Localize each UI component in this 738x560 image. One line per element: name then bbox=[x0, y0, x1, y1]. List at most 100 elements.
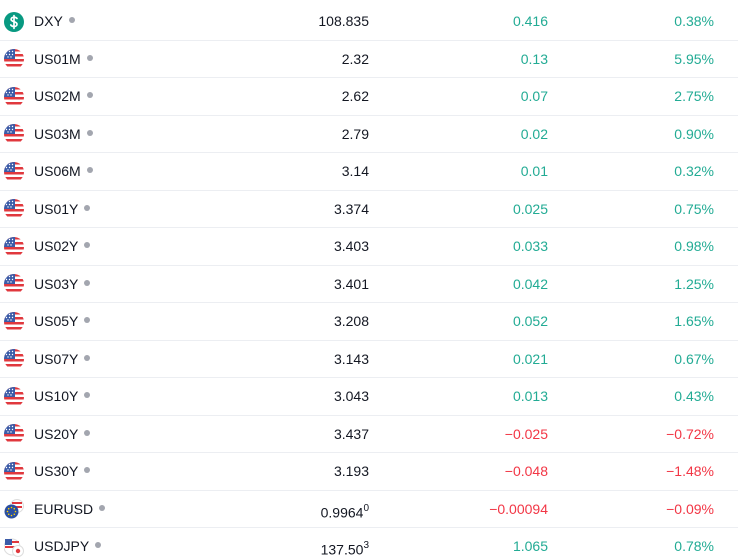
watchlist-row[interactable]: US03Y 3.401 0.042 1.25% bbox=[0, 266, 738, 304]
watchlist-row[interactable]: USDJPY 137.503 1.065 0.78% bbox=[0, 528, 738, 560]
last-price-fraction: 3 bbox=[363, 540, 369, 551]
status-dot bbox=[86, 92, 93, 99]
change: 0.021 bbox=[512, 350, 548, 367]
change: 0.02 bbox=[520, 125, 548, 142]
last-price: 3.14 bbox=[342, 153, 369, 191]
last-price: 3.401 bbox=[334, 266, 369, 304]
status-dot bbox=[84, 467, 91, 474]
status-dot bbox=[86, 54, 93, 61]
symbol: US03Y bbox=[34, 266, 91, 304]
watchlist-row[interactable]: EURUSD 0.99640 −0.00094 −0.09% bbox=[0, 491, 738, 529]
symbol-name: US05Y bbox=[34, 313, 79, 329]
symbol-icon bbox=[4, 49, 24, 70]
symbol: US20Y bbox=[34, 416, 91, 454]
status-dot bbox=[84, 429, 91, 436]
watchlist-row[interactable]: US20Y 3.437 −0.025 −0.72% bbox=[0, 416, 738, 454]
watchlist-row[interactable]: US06M 3.14 0.01 0.32% bbox=[0, 153, 738, 191]
symbol-icon bbox=[3, 537, 24, 557]
symbol-name: US30Y bbox=[34, 463, 79, 479]
symbol-name: US06M bbox=[34, 163, 81, 179]
change-percent: 0.32% bbox=[674, 163, 714, 179]
change: 0.01 bbox=[520, 163, 548, 179]
symbol-name: USDJPY bbox=[34, 538, 90, 554]
symbol-icon bbox=[4, 461, 24, 482]
watchlist-row[interactable]: US01Y 3.374 0.025 0.75% bbox=[0, 191, 738, 229]
change: −0.025 bbox=[504, 425, 548, 442]
symbol-icon bbox=[4, 274, 24, 295]
symbol-name: US03M bbox=[34, 125, 81, 142]
watchlist-row[interactable]: US07Y 3.143 0.021 0.67% bbox=[0, 341, 738, 379]
last-price: 2.62 bbox=[342, 78, 369, 116]
watchlist-row[interactable]: DXY 108.835 0.416 0.38% bbox=[0, 3, 738, 41]
symbol-name: US03Y bbox=[34, 275, 79, 292]
change-percent: 1.65% bbox=[674, 313, 714, 329]
symbol-name: US02Y bbox=[34, 238, 79, 254]
watchlist-row[interactable]: US03M 2.79 0.02 0.90% bbox=[0, 116, 738, 153]
last-price-value: 3.403 bbox=[333, 238, 369, 254]
watchlist-row[interactable]: US05Y 3.208 0.052 1.65% bbox=[0, 303, 738, 341]
last-price: 137.503 bbox=[321, 528, 369, 560]
symbol-icon bbox=[4, 499, 24, 519]
change-percent: 1.25% bbox=[674, 275, 714, 292]
last-price: 3.043 bbox=[334, 378, 369, 416]
change-percent: 0.43% bbox=[674, 388, 714, 404]
symbol: US06M bbox=[34, 153, 93, 191]
status-dot bbox=[84, 204, 91, 211]
watchlist-row[interactable]: US02M 2.62 0.07 2.75% bbox=[0, 78, 738, 116]
change: −0.048 bbox=[504, 463, 548, 479]
watchlist-row[interactable]: US30Y 3.193 −0.048 −1.48% bbox=[0, 453, 738, 491]
status-dot bbox=[84, 317, 91, 324]
watchlist-row[interactable]: US01M 2.32 0.13 5.95% bbox=[0, 41, 738, 78]
last-price-value: 3.193 bbox=[333, 463, 369, 479]
change: 0.13 bbox=[520, 50, 548, 67]
symbol: DXY bbox=[34, 3, 75, 41]
symbol-name: US10Y bbox=[34, 388, 79, 404]
symbol-icon bbox=[4, 11, 24, 32]
status-dot bbox=[84, 279, 91, 286]
symbol-icon bbox=[4, 161, 24, 182]
last-price-value: 3.143 bbox=[333, 350, 369, 367]
symbol: US01Y bbox=[34, 191, 91, 229]
change-percent: 0.98% bbox=[674, 238, 714, 254]
change-percent: 5.95% bbox=[674, 50, 714, 67]
last-price-value: 3.374 bbox=[333, 200, 369, 217]
symbol-icon bbox=[4, 199, 24, 220]
watchlist-row[interactable]: US10Y 3.043 0.013 0.43% bbox=[0, 378, 738, 416]
symbol-name: EURUSD bbox=[34, 500, 94, 517]
last-price-value: 3.401 bbox=[333, 275, 369, 292]
status-dot bbox=[84, 354, 91, 361]
status-dot bbox=[95, 542, 102, 549]
last-price: 108.835 bbox=[318, 3, 369, 41]
last-price-value: 3.043 bbox=[333, 388, 369, 404]
symbol-name: US01Y bbox=[34, 200, 79, 217]
change-percent: 0.90% bbox=[674, 125, 714, 142]
change: 0.416 bbox=[512, 13, 548, 29]
last-price-value: 2.62 bbox=[341, 88, 369, 104]
change: −0.00094 bbox=[489, 500, 548, 517]
change: 0.07 bbox=[520, 88, 548, 104]
last-price-fraction: 0 bbox=[363, 502, 369, 514]
change-percent: −0.09% bbox=[666, 500, 714, 517]
last-price: 3.374 bbox=[334, 191, 369, 229]
status-dot bbox=[86, 167, 93, 174]
symbol: US02M bbox=[34, 78, 93, 116]
symbol: US07Y bbox=[34, 341, 91, 379]
status-dot bbox=[86, 129, 93, 136]
last-price-value: 2.79 bbox=[341, 125, 369, 142]
symbol: USDJPY bbox=[34, 528, 102, 560]
symbol: EURUSD bbox=[34, 491, 106, 529]
change-percent: −1.48% bbox=[666, 463, 714, 479]
last-price-value: 3.437 bbox=[333, 425, 369, 442]
change: 1.065 bbox=[512, 538, 548, 554]
last-price-value: 137.50 bbox=[320, 541, 364, 558]
last-price-value: 108.835 bbox=[318, 13, 369, 29]
status-dot bbox=[84, 242, 91, 249]
change: 0.013 bbox=[512, 388, 548, 404]
symbol: US30Y bbox=[34, 453, 91, 491]
last-price: 3.437 bbox=[334, 416, 369, 454]
last-price: 3.143 bbox=[334, 341, 369, 379]
watchlist-row[interactable]: US02Y 3.403 0.033 0.98% bbox=[0, 228, 738, 266]
symbol-name: DXY bbox=[34, 13, 63, 29]
last-price-value: 3.208 bbox=[333, 313, 369, 329]
